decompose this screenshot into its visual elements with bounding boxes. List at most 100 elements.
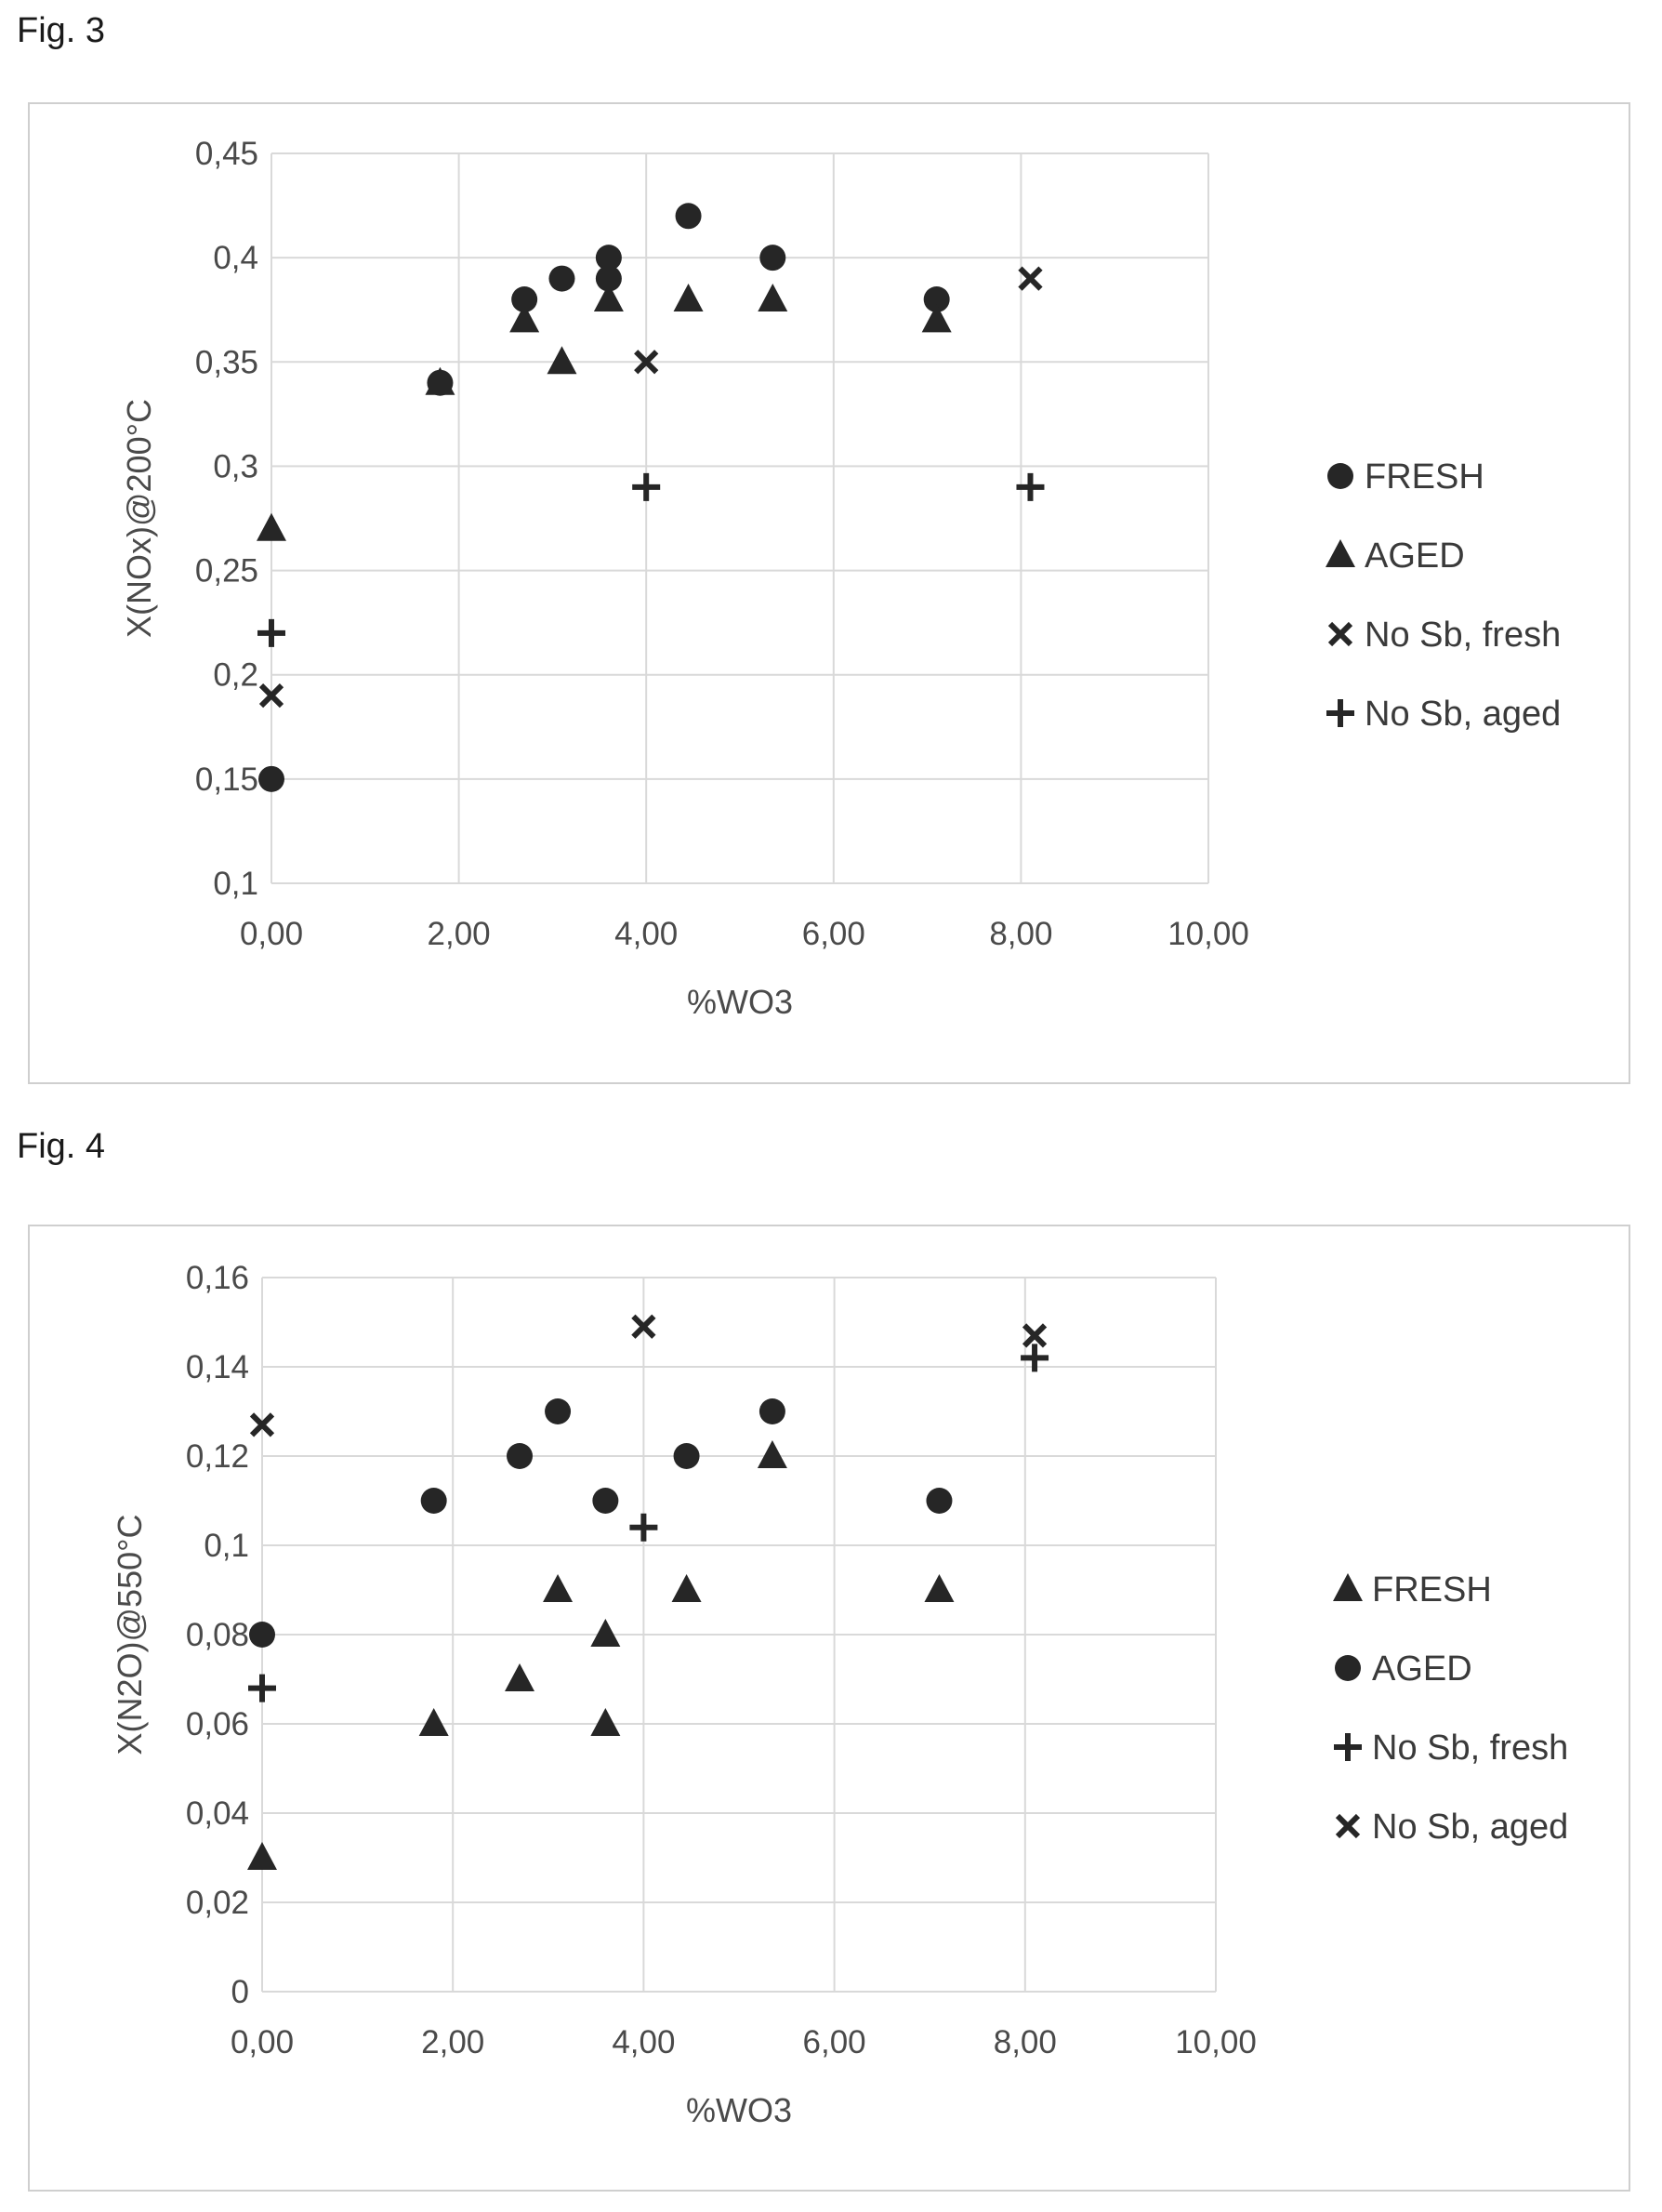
y-axis-title: X(NOx)@200°C [120, 399, 158, 638]
legend-marker [1326, 699, 1354, 727]
data-point [258, 765, 284, 792]
data-point [547, 346, 577, 375]
legend-marker [1327, 463, 1353, 489]
series-3 [257, 472, 1045, 647]
x-tick-label: 6,00 [803, 2024, 866, 2060]
data-point [545, 1398, 572, 1424]
data-point [1022, 1323, 1048, 1348]
legend-label: No Sb, aged [1365, 695, 1561, 734]
data-point [425, 366, 455, 395]
y-axis-title: X(N2O)@550°C [111, 1514, 149, 1755]
x-tick-label: 6,00 [802, 916, 865, 952]
data-point [629, 1513, 658, 1542]
data-point [924, 1574, 955, 1602]
legend-marker [1333, 1573, 1363, 1601]
data-point [590, 1619, 621, 1647]
y-tick-label: 0,14 [186, 1349, 249, 1385]
data-point [758, 284, 788, 311]
legend-label: No Sb, aged [1372, 1808, 1568, 1847]
data-point [590, 1708, 621, 1736]
y-tick-label: 0,16 [186, 1260, 249, 1296]
data-point [507, 1443, 534, 1469]
y-tick-label: 0,15 [195, 762, 258, 798]
legend-label: No Sb, fresh [1372, 1729, 1568, 1768]
figure-3-chart: 0,1 0,15 0,2 0,25 0,3 0,35 0,4 0,45 0,00 2,00 4,00… [28, 102, 1630, 1084]
data-point [548, 265, 575, 292]
x-tick-label: 4,00 [612, 2024, 675, 2060]
y-tick-label: 0,3 [213, 448, 258, 484]
data-point [671, 1574, 702, 1602]
x-tick-label: 0,00 [240, 916, 303, 952]
y-tick-label: 0,45 [195, 136, 258, 172]
data-point [505, 1663, 535, 1691]
data-point [631, 1314, 656, 1339]
data-point [1016, 472, 1045, 501]
data-point [249, 1622, 275, 1648]
data-point [595, 245, 622, 272]
legend-marker [1335, 1655, 1361, 1681]
figure-3-svg: 0,1 0,15 0,2 0,25 0,3 0,35 0,4 0,45 0,00 2,00 4,00… [120, 136, 1561, 1021]
legend-marker [1335, 1813, 1361, 1839]
data-point [757, 1440, 787, 1468]
y-tick-label: 0,06 [186, 1706, 249, 1742]
x-axis-title: %WO3 [686, 2091, 792, 2129]
data-point [673, 1443, 700, 1469]
data-point [923, 286, 950, 312]
y-tick-label: 0 [231, 1974, 249, 2010]
data-point [258, 683, 284, 709]
data-point [543, 1574, 574, 1602]
data-point [632, 472, 661, 501]
data-point [921, 304, 952, 333]
data-point [1021, 1344, 1049, 1372]
x-tick-label: 8,00 [994, 2024, 1057, 2060]
x-tick-label: 10,00 [1167, 916, 1249, 952]
data-point [759, 245, 786, 272]
figure-4-caption: Fig. 4 [17, 1127, 106, 1166]
x-axis-title: %WO3 [687, 983, 793, 1021]
y-tick-label: 0,1 [204, 1528, 249, 1564]
data-point [758, 1398, 785, 1424]
gridlines [261, 1277, 1217, 1993]
series-3 [249, 1314, 1048, 1437]
data-point [418, 1708, 449, 1736]
legend-label: FRESH [1372, 1570, 1492, 1609]
series-0 [258, 203, 950, 792]
data-point [634, 350, 659, 375]
y-tick-label: 0,04 [186, 1795, 249, 1832]
gridlines [270, 152, 1209, 884]
series-1 [249, 1398, 953, 1648]
x-tick-label: 0,00 [231, 2024, 294, 2060]
series-2 [248, 1344, 1049, 1702]
figure-4-svg: 0 0,02 0,04 0,06 0,08 0,1 0,12 0,14 0,16 0,00 2,00… [111, 1260, 1568, 2129]
data-point [593, 284, 624, 311]
x-tick-label: 4,00 [614, 916, 678, 952]
x-tick-label: 2,00 [428, 916, 491, 952]
legend-marker [1326, 539, 1355, 567]
y-tick-label: 0,4 [213, 240, 258, 276]
data-point [420, 1488, 447, 1514]
data-point [1018, 266, 1043, 291]
legend: FRESH AGED No Sb, fresh No Sb, aged [1333, 1570, 1568, 1847]
legend-label: AGED [1372, 1649, 1472, 1689]
data-point [595, 265, 622, 292]
legend-label: AGED [1365, 536, 1465, 576]
data-point [509, 304, 540, 333]
series-2 [258, 266, 1043, 709]
x-tick-label: 10,00 [1175, 2024, 1257, 2060]
y-tick-label: 0,1 [213, 866, 258, 902]
legend-marker [1327, 621, 1353, 647]
data-point [249, 1412, 275, 1437]
data-point [592, 1488, 619, 1514]
y-tick-label: 0,35 [195, 344, 258, 380]
y-tick-label: 0,25 [195, 553, 258, 589]
data-point [248, 1674, 276, 1702]
series-0 [247, 1440, 955, 1870]
data-point [511, 286, 538, 312]
legend: FRESH AGED No Sb, fresh No Sb, aged [1326, 457, 1561, 734]
x-tick-label: 8,00 [989, 916, 1052, 952]
y-tick-label: 0,12 [186, 1438, 249, 1475]
data-point [926, 1488, 953, 1514]
figure-3-caption: Fig. 3 [17, 11, 106, 50]
data-point [257, 618, 285, 647]
legend-marker [1334, 1733, 1362, 1761]
